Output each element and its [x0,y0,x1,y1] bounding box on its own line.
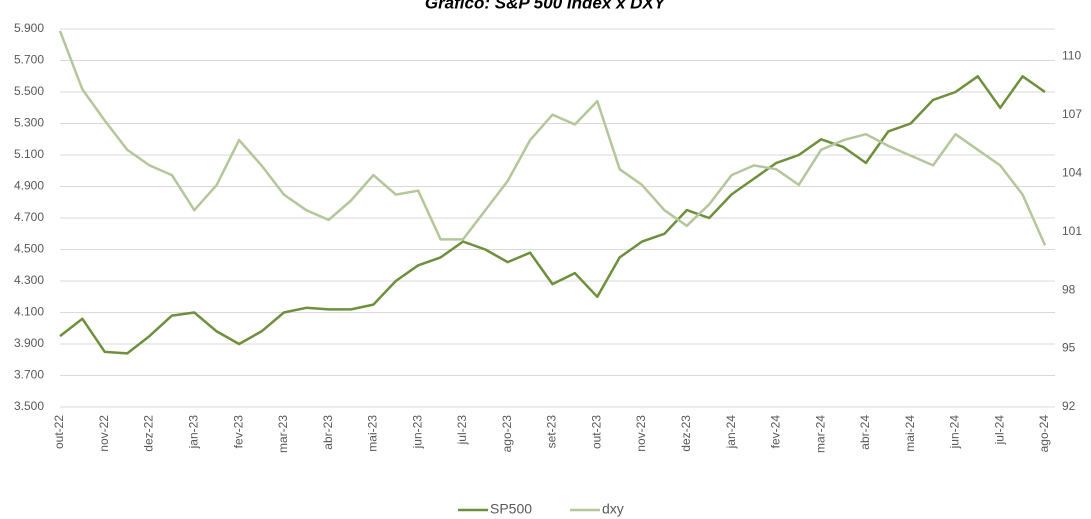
y-tick-label: 3.700 [14,368,44,382]
x-tick-label: mar-23 [276,415,290,453]
x-tick-label: jul-24 [992,415,1006,446]
y-tick-label: 4.900 [14,179,44,193]
y2-tick-label: 110 [1062,48,1081,62]
x-tick-label: set-23 [545,415,559,449]
y-tick-label: 5.700 [14,53,44,67]
series-line [58,30,1047,246]
x-tick-label: ago-23 [500,415,514,453]
y-tick-label: 3.900 [14,336,44,350]
y-tick-label: 4.100 [14,305,44,319]
y2-tick-label: 92 [1062,399,1076,413]
y2-tick-label: 104 [1062,165,1082,179]
y-tick-label: 4.500 [14,242,44,256]
x-tick-label: jun-23 [410,415,424,450]
x-tick-label: nov-22 [97,415,111,452]
y2-tick-label: 98 [1062,282,1076,296]
x-tick-label: fev-23 [231,415,245,449]
x-tick-label: jan-23 [186,415,200,450]
x-tick-label: abr-24 [858,415,872,450]
x-tick-label: dez-22 [142,415,156,452]
x-tick-label: jan-24 [724,415,738,450]
y2-tick-label: 95 [1062,341,1076,355]
x-tick-label: mai-23 [366,415,380,452]
series-line [59,75,1046,355]
y-tick-label: 3.500 [14,399,44,413]
x-tick-label: fev-24 [769,415,783,449]
x-tick-label: mai-24 [903,415,917,452]
y-tick-label: 5.300 [14,116,44,130]
x-tick-label: abr-23 [321,415,335,450]
x-tick-label: dez-23 [679,415,693,452]
y-tick-label: 4.700 [14,210,44,224]
y-tick-label: 5.100 [14,147,44,161]
y-tick-label: 5.500 [14,84,44,98]
x-tick-label: jul-23 [455,415,469,446]
chart-title: Gráfico: S&P 500 Index x DXY [425,0,667,12]
x-tick-label: jun-24 [948,415,962,450]
y-tick-label: 5.900 [14,21,44,35]
legend-label: dxy [602,501,624,517]
x-tick-label: mar-24 [813,415,827,453]
x-tick-label: ago-24 [1037,415,1051,453]
x-tick-label: out-22 [52,415,66,449]
x-tick-label: out-23 [589,415,603,449]
x-tick-label: nov-23 [634,415,648,452]
legend-label: SP500 [490,501,532,517]
y2-tick-label: 107 [1062,107,1082,121]
y2-tick-label: 101 [1062,224,1082,238]
y-tick-label: 4.300 [14,273,44,287]
